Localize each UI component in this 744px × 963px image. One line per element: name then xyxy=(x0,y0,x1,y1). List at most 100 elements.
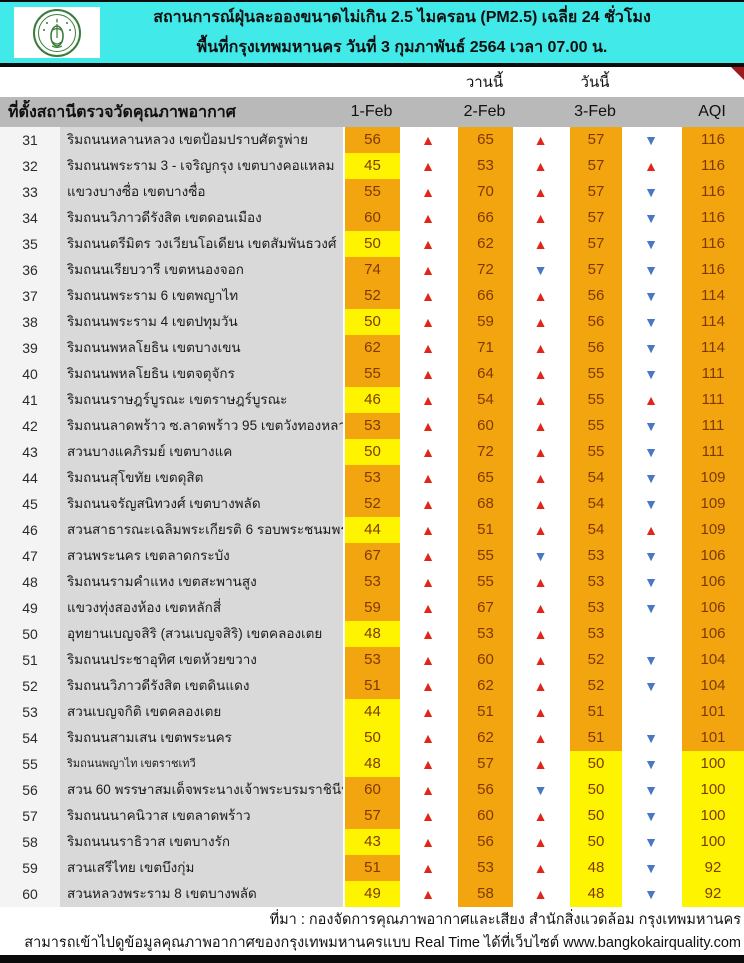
station-name: ริมถนนหลานหลวง เขตป้อมปราบศัตรูพ่าย xyxy=(60,127,343,154)
feb1-trend-arrow-icon: ▲ xyxy=(400,673,456,700)
station-name: ริมถนนพญาไท เขตราชเทวี xyxy=(60,751,343,778)
feb3-value: 50 xyxy=(568,751,622,778)
station-name: ริมถนนสุโขทัย เขตดุสิต xyxy=(60,465,343,492)
station-number: 49 xyxy=(0,595,60,622)
day-label-strip: วานนี้ วันนี้ xyxy=(0,67,744,97)
station-number: 33 xyxy=(0,179,60,206)
feb3-trend-arrow-icon: ▼ xyxy=(622,361,680,388)
feb1-trend-arrow-icon: ▲ xyxy=(400,153,456,180)
feb3-value: 53 xyxy=(568,569,622,596)
station-number: 59 xyxy=(0,855,60,882)
station-name: ริมถนนนาคนิวาส เขตลาดพร้าว xyxy=(60,803,343,830)
today-label: วันนี้ xyxy=(580,74,610,91)
station-name: ริมถนนพหลโยธิน เขตจตุจักร xyxy=(60,361,343,388)
feb3-trend-arrow-icon: ▼ xyxy=(622,855,680,882)
yesterday-label: วานนี้ xyxy=(465,74,504,91)
feb2-value: 68 xyxy=(456,491,513,518)
feb2-value: 71 xyxy=(456,335,513,362)
table-row: 48 ริมถนนรามคำแหง เขตสะพานสูง 53 ▲ 55 ▲ … xyxy=(0,569,744,596)
feb2-value: 64 xyxy=(456,361,513,388)
feb1-value: 50 xyxy=(343,309,400,336)
feb3-value: 57 xyxy=(568,179,622,206)
table-header-row: ที่ตั้งสถานีตรวจวัดคุณภาพอากาศ 1-Feb 2-F… xyxy=(0,97,744,127)
table-row: 42 ริมถนนลาดพร้าว ซ.ลาดพร้าว 95 เขตวังทอ… xyxy=(0,413,744,440)
feb3-trend-arrow-icon: ▼ xyxy=(622,777,680,804)
station-name: ริมถนนวิภาวดีรังสิต เขตดอนเมือง xyxy=(60,205,343,232)
feb1-trend-arrow-icon: ▲ xyxy=(400,621,456,648)
station-name: ริมถนนลาดพร้าว ซ.ลาดพร้าว 95 เขตวังทองหล… xyxy=(60,413,343,440)
feb3-value: 55 xyxy=(568,361,622,388)
aqi-value: 104 xyxy=(680,647,744,674)
feb3-value: 57 xyxy=(568,205,622,232)
table-row: 35 ริมถนนตรีมิตร วงเวียนโอเดียน เขตสัมพั… xyxy=(0,231,744,258)
feb1-trend-arrow-icon: ▲ xyxy=(400,465,456,492)
feb3-trend-arrow-icon: ▼ xyxy=(622,569,680,596)
aqi-value: 106 xyxy=(680,595,744,622)
aqi-value: 111 xyxy=(680,387,744,414)
feb2-value: 67 xyxy=(456,595,513,622)
feb3-trend-arrow-icon: ▲ xyxy=(622,387,680,414)
feb2-value: 56 xyxy=(456,829,513,856)
station-name: สวนบางแคภิรมย์ เขตบางแค xyxy=(60,439,343,466)
feb2-trend-arrow-icon: ▲ xyxy=(513,309,568,336)
feb1-trend-arrow-icon: ▲ xyxy=(400,309,456,336)
feb1-trend-arrow-icon: ▲ xyxy=(400,777,456,804)
station-name: ริมถนนพหลโยธิน เขตบางเขน xyxy=(60,335,343,362)
aqi-value: 92 xyxy=(680,881,744,908)
feb1-trend-arrow-icon: ▲ xyxy=(400,751,456,778)
table-row: 31 ริมถนนหลานหลวง เขตป้อมปราบศัตรูพ่าย 5… xyxy=(0,127,744,154)
feb3-trend-arrow-icon: ▼ xyxy=(622,335,680,362)
table-row: 59 สวนเสรีไทย เขตบึงกุ่ม 51 ▲ 53 ▲ 48 ▼ … xyxy=(0,855,744,882)
station-name: ริมถนนเรียบวารี เขตหนองจอก xyxy=(60,257,343,284)
table-row: 40 ริมถนนพหลโยธิน เขตจตุจักร 55 ▲ 64 ▲ 5… xyxy=(0,361,744,388)
feb2-trend-arrow-icon: ▲ xyxy=(513,725,568,752)
station-name: สวนสาธารณะเฉลิมพระเกียรติ 6 รอบพระชนมพรร… xyxy=(60,517,343,544)
table-row: 54 ริมถนนสามเสน เขตพระนคร 50 ▲ 62 ▲ 51 ▼… xyxy=(0,725,744,752)
feb1-value: 52 xyxy=(343,491,400,518)
feb3-value: 50 xyxy=(568,777,622,804)
feb2-trend-arrow-icon: ▲ xyxy=(513,647,568,674)
station-number: 42 xyxy=(0,413,60,440)
station-number: 60 xyxy=(0,881,60,908)
feb1-trend-arrow-icon: ▲ xyxy=(400,543,456,570)
feb1-value: 46 xyxy=(343,387,400,414)
bma-logo-box xyxy=(14,7,100,58)
feb3-value: 53 xyxy=(568,621,622,648)
table-row: 32 ริมถนนพระราม 3 - เจริญกรุง เขตบางคอแห… xyxy=(0,153,744,180)
feb2-trend-arrow-icon: ▲ xyxy=(513,205,568,232)
feb1-trend-arrow-icon: ▲ xyxy=(400,231,456,258)
table-row: 53 สวนเบญจกิติ เขตคลองเตย 44 ▲ 51 ▲ 51 1… xyxy=(0,699,744,726)
station-number: 58 xyxy=(0,829,60,856)
feb3-value: 57 xyxy=(568,257,622,284)
feb1-trend-arrow-icon: ▲ xyxy=(400,725,456,752)
station-name: ริมถนนพระราม 4 เขตปทุมวัน xyxy=(60,309,343,336)
report-title-line2: พื้นที่กรุงเทพมหานคร วันที่ 3 กุมภาพันธ์… xyxy=(196,39,608,56)
col-header-2feb: 2-Feb xyxy=(463,103,506,120)
table-row: 58 ริมถนนนราธิวาส เขตบางรัก 43 ▲ 56 ▲ 50… xyxy=(0,829,744,856)
location-column-header: ที่ตั้งสถานีตรวจวัดคุณภาพอากาศ xyxy=(8,103,236,121)
aqi-value: 109 xyxy=(680,491,744,518)
feb1-trend-arrow-icon: ▲ xyxy=(400,179,456,206)
feb1-value: 60 xyxy=(343,205,400,232)
feb3-trend-arrow-icon: ▼ xyxy=(622,881,680,908)
table-body: 31 ริมถนนหลานหลวง เขตป้อมปราบศัตรูพ่าย 5… xyxy=(0,127,744,908)
aqi-value: 106 xyxy=(680,543,744,570)
aqi-value: 106 xyxy=(680,569,744,596)
table-row: 57 ริมถนนนาคนิวาส เขตลาดพร้าว 57 ▲ 60 ▲ … xyxy=(0,803,744,830)
table-row: 37 ริมถนนพระราม 6 เขตพญาไท 52 ▲ 66 ▲ 56 … xyxy=(0,283,744,310)
aqi-value: 116 xyxy=(680,153,744,180)
feb2-trend-arrow-icon: ▲ xyxy=(513,387,568,414)
station-name: ริมถนนพระราม 3 - เจริญกรุง เขตบางคอแหลม xyxy=(60,153,343,180)
feb2-value: 53 xyxy=(456,153,513,180)
source-text: ที่มา : กองจัดการคุณภาพอากาศและเสียง สำน… xyxy=(269,911,741,928)
aqi-value: 116 xyxy=(680,205,744,232)
station-number: 45 xyxy=(0,491,60,518)
table-row: 43 สวนบางแคภิรมย์ เขตบางแค 50 ▲ 72 ▲ 55 … xyxy=(0,439,744,466)
station-number: 36 xyxy=(0,257,60,284)
station-name: ริมถนนราษฎร์บูรณะ เขตราษฎร์บูรณะ xyxy=(60,387,343,414)
feb3-trend-arrow-icon: ▼ xyxy=(622,127,680,154)
feb2-value: 53 xyxy=(456,621,513,648)
feb2-trend-arrow-icon: ▲ xyxy=(513,127,568,154)
feb2-value: 62 xyxy=(456,231,513,258)
